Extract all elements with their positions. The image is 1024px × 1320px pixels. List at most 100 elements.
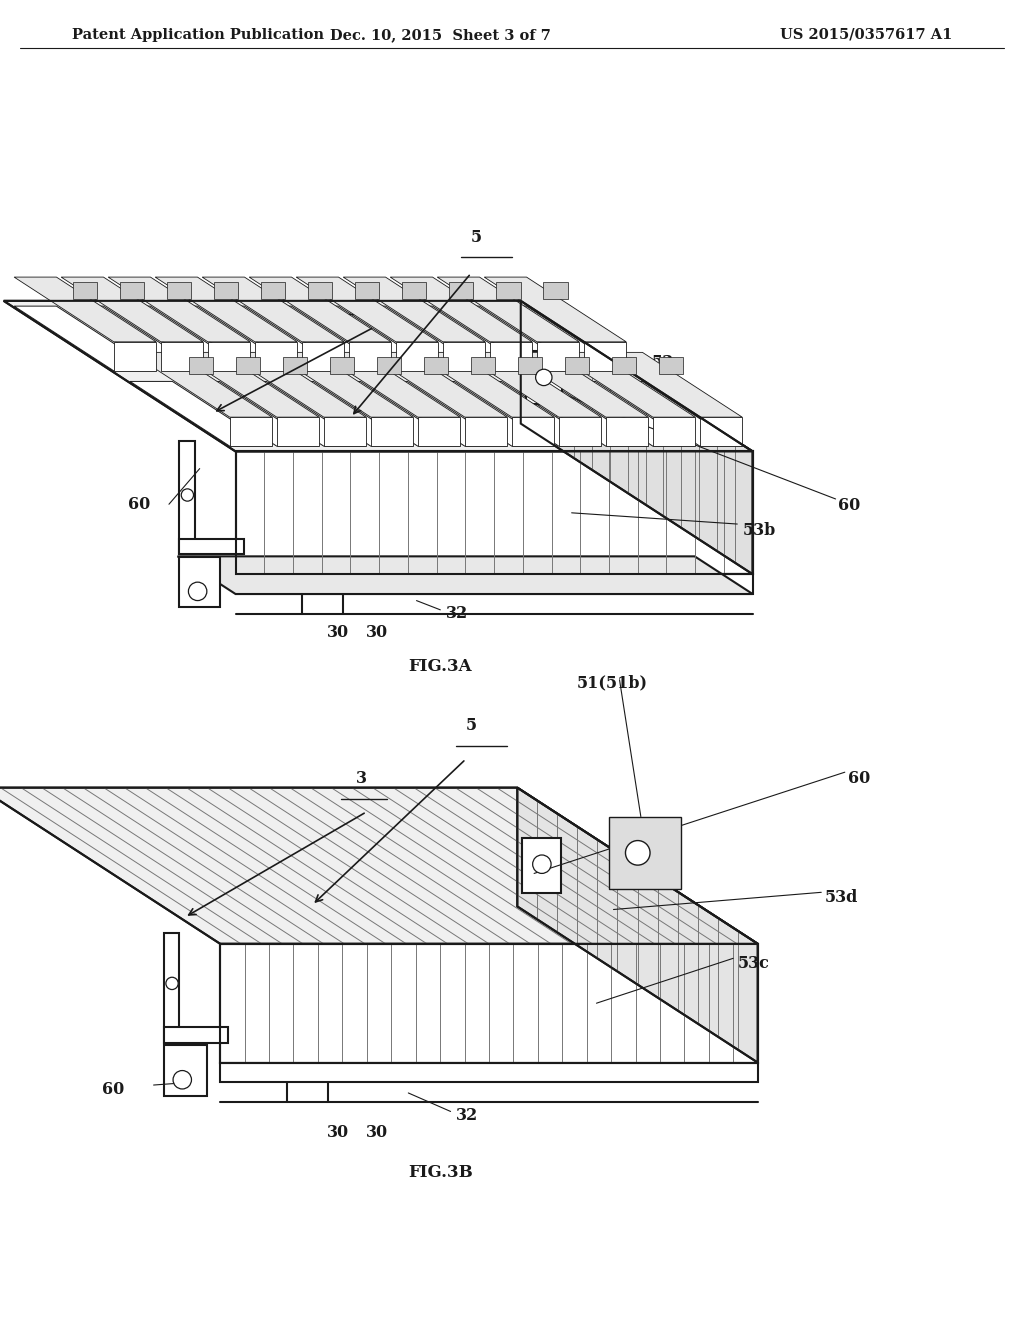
Text: 53a: 53a bbox=[652, 355, 685, 371]
Polygon shape bbox=[424, 356, 449, 374]
Polygon shape bbox=[229, 417, 272, 446]
Polygon shape bbox=[496, 281, 520, 298]
Polygon shape bbox=[14, 306, 156, 371]
Polygon shape bbox=[512, 417, 554, 446]
Text: 30: 30 bbox=[366, 1125, 388, 1140]
Polygon shape bbox=[412, 381, 554, 446]
Polygon shape bbox=[449, 281, 473, 298]
Polygon shape bbox=[276, 417, 319, 446]
Polygon shape bbox=[318, 381, 460, 446]
Polygon shape bbox=[390, 306, 532, 371]
Text: Patent Application Publication: Patent Application Publication bbox=[72, 28, 324, 42]
Polygon shape bbox=[61, 306, 203, 371]
Polygon shape bbox=[130, 352, 272, 417]
Polygon shape bbox=[366, 352, 507, 417]
Text: 32: 32 bbox=[445, 606, 468, 622]
Polygon shape bbox=[255, 342, 297, 371]
Text: Dec. 10, 2015  Sheet 3 of 7: Dec. 10, 2015 Sheet 3 of 7 bbox=[330, 28, 551, 42]
Polygon shape bbox=[343, 306, 485, 371]
Polygon shape bbox=[699, 417, 742, 446]
Polygon shape bbox=[109, 277, 250, 342]
Circle shape bbox=[188, 582, 207, 601]
Text: 30: 30 bbox=[366, 624, 388, 640]
Polygon shape bbox=[202, 306, 344, 371]
Polygon shape bbox=[109, 306, 250, 371]
Circle shape bbox=[626, 841, 650, 865]
Polygon shape bbox=[459, 352, 601, 417]
Polygon shape bbox=[653, 417, 695, 446]
Polygon shape bbox=[437, 277, 580, 342]
Polygon shape bbox=[0, 788, 758, 944]
Polygon shape bbox=[188, 356, 213, 374]
Text: FIG.3B: FIG.3B bbox=[408, 1164, 473, 1180]
Polygon shape bbox=[355, 281, 380, 298]
Text: US 2015/0357617 A1: US 2015/0357617 A1 bbox=[780, 28, 952, 42]
Text: 51(51b): 51(51b) bbox=[577, 675, 647, 690]
Polygon shape bbox=[271, 381, 413, 446]
Polygon shape bbox=[130, 381, 272, 446]
Polygon shape bbox=[418, 417, 460, 446]
Polygon shape bbox=[208, 342, 250, 371]
Polygon shape bbox=[584, 342, 627, 371]
Polygon shape bbox=[220, 944, 758, 1063]
Polygon shape bbox=[609, 817, 681, 890]
Polygon shape bbox=[220, 1063, 758, 1082]
Text: 60: 60 bbox=[102, 1081, 125, 1097]
Polygon shape bbox=[179, 539, 244, 554]
Polygon shape bbox=[73, 281, 97, 298]
Polygon shape bbox=[521, 301, 753, 574]
Circle shape bbox=[173, 1071, 191, 1089]
Polygon shape bbox=[401, 281, 426, 298]
Polygon shape bbox=[249, 306, 391, 371]
Polygon shape bbox=[214, 281, 239, 298]
Polygon shape bbox=[506, 352, 648, 417]
Polygon shape bbox=[600, 381, 742, 446]
Text: 53c: 53c bbox=[737, 956, 769, 972]
Polygon shape bbox=[484, 306, 627, 371]
Text: 30: 30 bbox=[327, 624, 349, 640]
Text: 53b: 53b bbox=[742, 523, 775, 539]
Polygon shape bbox=[61, 277, 203, 342]
Polygon shape bbox=[396, 342, 438, 371]
Polygon shape bbox=[412, 352, 554, 417]
Circle shape bbox=[181, 488, 194, 502]
Polygon shape bbox=[318, 352, 460, 417]
Polygon shape bbox=[271, 352, 413, 417]
Polygon shape bbox=[518, 356, 543, 374]
Polygon shape bbox=[249, 277, 391, 342]
Polygon shape bbox=[543, 281, 567, 298]
Polygon shape bbox=[522, 838, 561, 894]
Polygon shape bbox=[179, 441, 195, 554]
Polygon shape bbox=[612, 356, 637, 374]
Polygon shape bbox=[224, 381, 367, 446]
Text: 3: 3 bbox=[364, 286, 374, 302]
Text: 53d: 53d bbox=[824, 890, 858, 906]
Polygon shape bbox=[437, 306, 580, 371]
Polygon shape bbox=[565, 356, 590, 374]
Polygon shape bbox=[343, 277, 485, 342]
Polygon shape bbox=[224, 352, 367, 417]
Text: 60: 60 bbox=[848, 771, 870, 787]
Polygon shape bbox=[324, 417, 367, 446]
Polygon shape bbox=[465, 417, 507, 446]
Polygon shape bbox=[167, 281, 191, 298]
Text: FIG.3A: FIG.3A bbox=[409, 659, 472, 675]
Polygon shape bbox=[459, 381, 601, 446]
Text: 3: 3 bbox=[356, 771, 367, 787]
Polygon shape bbox=[559, 417, 601, 446]
Polygon shape bbox=[302, 342, 344, 371]
Polygon shape bbox=[484, 277, 627, 342]
Polygon shape bbox=[156, 306, 297, 371]
Polygon shape bbox=[177, 381, 319, 446]
Polygon shape bbox=[236, 356, 260, 374]
Circle shape bbox=[536, 370, 552, 385]
Polygon shape bbox=[377, 356, 401, 374]
Polygon shape bbox=[164, 933, 179, 1043]
Polygon shape bbox=[4, 301, 753, 451]
Polygon shape bbox=[177, 556, 753, 594]
Text: 5: 5 bbox=[466, 718, 476, 734]
Polygon shape bbox=[283, 356, 307, 374]
Polygon shape bbox=[606, 417, 648, 446]
Polygon shape bbox=[526, 351, 562, 404]
Polygon shape bbox=[161, 342, 203, 371]
